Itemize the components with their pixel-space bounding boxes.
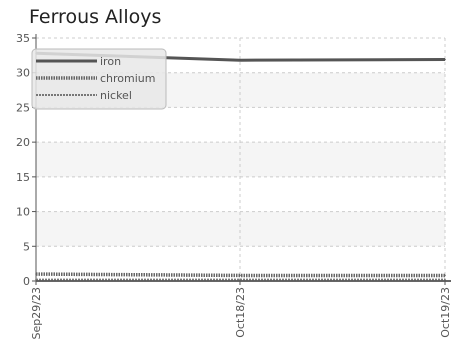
- chart-title: Ferrous Alloys: [29, 6, 162, 28]
- y-tick-label: 35: [16, 32, 30, 45]
- y-tick-label: 5: [23, 240, 30, 253]
- data-point-iron: [239, 59, 241, 62]
- grid-band: [36, 211, 445, 247]
- data-point-chromium: [35, 273, 37, 275]
- data-point-nickel: [444, 278, 446, 281]
- data-point-chromium: [239, 274, 241, 277]
- x-tick-label: Oct19/23: [439, 287, 452, 338]
- legend: iron chromium nickel: [31, 48, 167, 110]
- data-point-nickel: [35, 278, 37, 281]
- data-point-nickel: [239, 278, 241, 281]
- y-tick-label: 15: [16, 171, 30, 184]
- data-point-iron: [444, 58, 446, 61]
- x-tick-label: Oct18/23: [234, 287, 247, 338]
- y-tick-label: 10: [16, 206, 30, 219]
- y-axis-tick-labels: 0 5 10 15 20 25 30 35: [16, 32, 30, 288]
- y-tick-label: 0: [23, 275, 30, 288]
- legend-box: [31, 48, 167, 110]
- legend-label-chromium: chromium: [100, 72, 156, 85]
- y-tick-label: 20: [16, 136, 30, 149]
- data-point-chromium: [444, 274, 446, 277]
- x-tick-label: Sep29/23: [30, 287, 43, 339]
- legend-label-iron: iron: [100, 55, 121, 68]
- x-axis-tick-labels: Sep29/23 Oct18/23 Oct19/23: [30, 287, 452, 339]
- legend-label-nickel: nickel: [100, 89, 132, 102]
- y-tick-label: 30: [16, 67, 30, 80]
- y-tick-label: 25: [16, 101, 30, 114]
- series-line-chromium: [35, 272, 445, 278]
